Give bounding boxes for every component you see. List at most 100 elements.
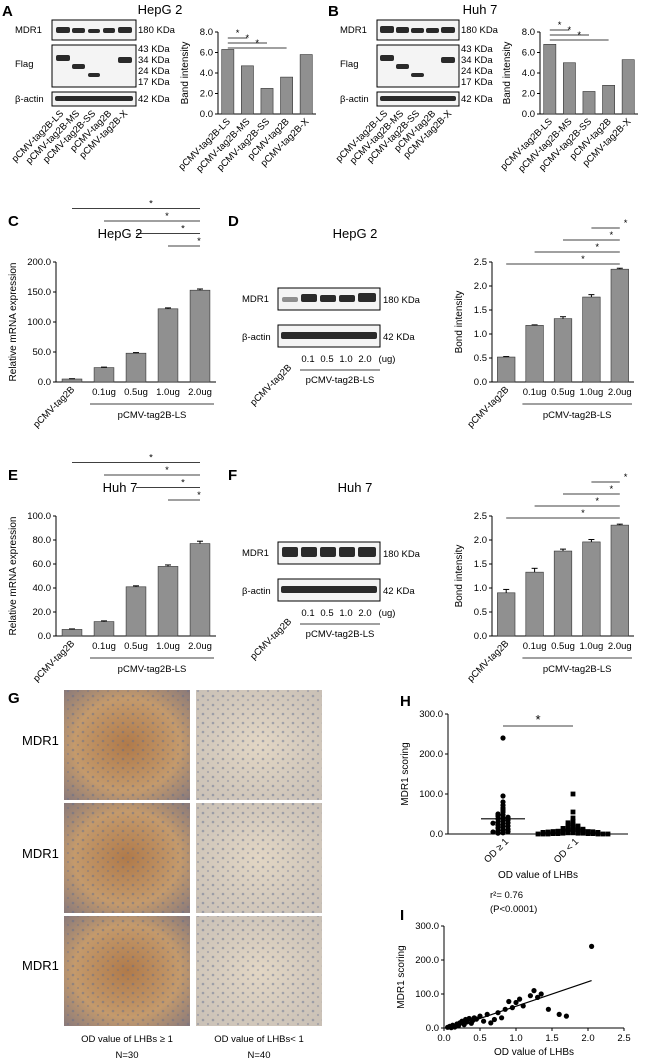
panel-b-blot: MDR1 180 KDa Flag 43 KDa 34 KDa 24 KDa 1… [340,19,499,107]
bar [582,541,601,637]
y-tick-label: 8.0 [200,27,213,38]
bar [553,318,573,383]
blot-row-label: MDR1 [15,25,42,36]
dose-label: 1.0 [339,608,352,619]
y-tick-label: 2.0 [474,281,487,292]
category-label: pCMV-tag2B [465,384,511,430]
panel-letter-h: H [400,693,411,710]
significance-star: * [197,490,201,501]
panel-c-bar-chart: 0.0 50.0 100.0 150.0 200.0 Relative mRNA expr… [8,199,216,430]
category-label: 1.0ug [580,641,604,652]
dose-label: 0.1 [301,354,314,365]
category-label: pCMV-tag2B [31,384,77,430]
significance-star: * [581,254,585,265]
significance-star: * [246,33,250,44]
regression-line [451,979,592,1029]
blot-strip-flag [376,44,460,88]
panel-c-title: HepG 2 [98,226,143,241]
r-squared: r²= 0.76 [490,890,523,901]
y-tick-label: 2.0 [522,89,535,100]
panel-h-scatter: 0.0 100.0 200.0 300.0 MDR1 scoring OD ≥ 1 OD <… [400,709,628,881]
category-label: 0.5ug [124,641,148,652]
data-point [538,991,544,997]
significance-star: * [595,242,599,253]
bar [189,289,211,383]
data-point [550,831,556,836]
y-axis-label: Bond intensity [454,545,465,608]
panel-letter-c: C [8,213,19,230]
significance-star: * [595,496,599,507]
category-label: pCMV-tag2B [465,638,511,684]
bar [621,59,635,115]
significance-star: * [535,712,540,727]
panel-letter-a: A [2,3,13,20]
bar [280,76,293,115]
category-label: 0.1ug [523,387,547,398]
category-label: 0.5ug [551,387,575,398]
data-point [527,993,534,999]
y-tick-label: 1.0 [474,329,487,340]
group-label: pCMV-tag2B-LS [306,629,375,640]
data-point [556,1011,562,1018]
significance-star: * [624,218,628,229]
dose-label: 0.5 [320,608,333,619]
y-axis-label: Band intensity [502,42,513,105]
y-axis-label: Bond intensity [454,291,465,354]
x-axis-label: OD value of LHBs [498,870,578,881]
panel-d-blot: MDR1 180 KDa β-actin 42 KDa 0.1 0.5 1.0 … [242,287,421,408]
data-point [565,830,571,836]
panel-d-title: HepG 2 [333,226,378,241]
y-tick-label: 2.5 [474,257,487,268]
y-axis-label: MDR1 scoring [400,742,411,805]
panel-f-title: Huh 7 [338,480,373,495]
y-tick-label: 100.0 [27,317,51,328]
category-label: pCMV-tag2B [31,638,77,684]
row-label-mdr1: MDR1 [22,733,59,748]
y-tick-label: 6.0 [200,48,213,59]
data-point [500,830,506,836]
bar [602,85,615,115]
data-point [605,831,611,837]
data-point [589,943,595,950]
y-tick-label: 300.0 [415,921,439,932]
y-tick-label: 100.0 [419,789,443,800]
panel-g-micrographs: MDR1 MDR1 MDR1 OD value of LHBs ≥ 1 OD v… [22,690,322,1061]
data-point [495,830,501,836]
y-tick-label: 0.0 [38,631,51,642]
panel-b-lane-labels: pCMV-tag2B-LSpCMV-tag2B-MSpCMV-tag2B-SSp… [334,108,455,167]
y-tick-label: 80.0 [33,535,52,546]
row-label-mdr1: MDR1 [22,958,59,973]
panel-letter-f: F [228,467,237,484]
bar [525,571,544,637]
bar [497,356,516,383]
data-point [595,831,601,837]
bar [610,524,629,637]
panel-b-title: Huh 7 [463,2,498,17]
marker-label: 43 KDa [461,44,493,55]
category-label: 1.0ug [580,387,604,398]
panel-letter-d: D [228,213,239,230]
data-point [506,998,512,1005]
data-point [570,809,576,815]
bar [553,550,573,637]
bar [497,592,516,637]
group-label: pCMV-tag2B-LS [118,664,187,675]
data-point [491,1016,497,1023]
category-label: 0.5ug [551,641,575,652]
y-tick-label: 100.0 [415,989,439,1000]
y-axis-label: MDR1 scoring [396,945,407,1008]
data-point [570,830,576,836]
marker-label: 180 KDa [461,25,499,36]
control-label: pCMV-tag2B [248,362,294,408]
dose-label: (ug) [379,608,396,619]
y-tick-label: 0.5 [474,353,487,364]
significance-star: * [165,211,169,222]
blot-row-label: MDR1 [340,25,367,36]
significance-star: * [197,236,201,247]
data-point [570,791,576,797]
p-value: (P<0.0001) [490,904,537,915]
significance-star: * [255,38,259,49]
significance-star: * [624,472,628,483]
bar [157,308,179,383]
count-high: N=30 [116,1050,139,1061]
